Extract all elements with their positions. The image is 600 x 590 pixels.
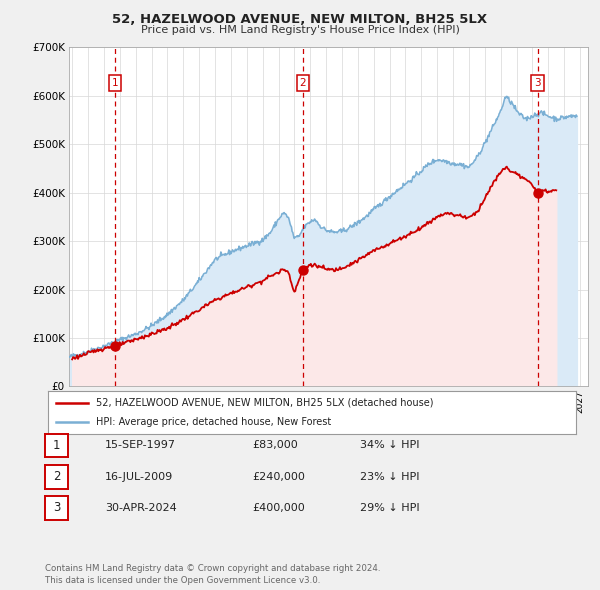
Text: 23% ↓ HPI: 23% ↓ HPI <box>360 472 419 481</box>
Text: 52, HAZELWOOD AVENUE, NEW MILTON, BH25 5LX (detached house): 52, HAZELWOOD AVENUE, NEW MILTON, BH25 5… <box>95 398 433 408</box>
Text: 1: 1 <box>112 78 118 88</box>
Text: HPI: Average price, detached house, New Forest: HPI: Average price, detached house, New … <box>95 417 331 427</box>
Text: Contains HM Land Registry data © Crown copyright and database right 2024.
This d: Contains HM Land Registry data © Crown c… <box>45 565 380 585</box>
Text: 2: 2 <box>53 470 60 483</box>
Text: 34% ↓ HPI: 34% ↓ HPI <box>360 441 419 450</box>
Text: 3: 3 <box>535 78 541 88</box>
Text: 29% ↓ HPI: 29% ↓ HPI <box>360 503 419 513</box>
Text: £240,000: £240,000 <box>252 472 305 481</box>
Text: 3: 3 <box>53 502 60 514</box>
Text: 30-APR-2024: 30-APR-2024 <box>105 503 177 513</box>
Text: 15-SEP-1997: 15-SEP-1997 <box>105 441 176 450</box>
Text: 16-JUL-2009: 16-JUL-2009 <box>105 472 173 481</box>
Text: £83,000: £83,000 <box>252 441 298 450</box>
Text: £400,000: £400,000 <box>252 503 305 513</box>
Text: 2: 2 <box>299 78 306 88</box>
Text: Price paid vs. HM Land Registry's House Price Index (HPI): Price paid vs. HM Land Registry's House … <box>140 25 460 35</box>
Text: 1: 1 <box>53 439 60 452</box>
Text: 52, HAZELWOOD AVENUE, NEW MILTON, BH25 5LX: 52, HAZELWOOD AVENUE, NEW MILTON, BH25 5… <box>112 13 488 26</box>
